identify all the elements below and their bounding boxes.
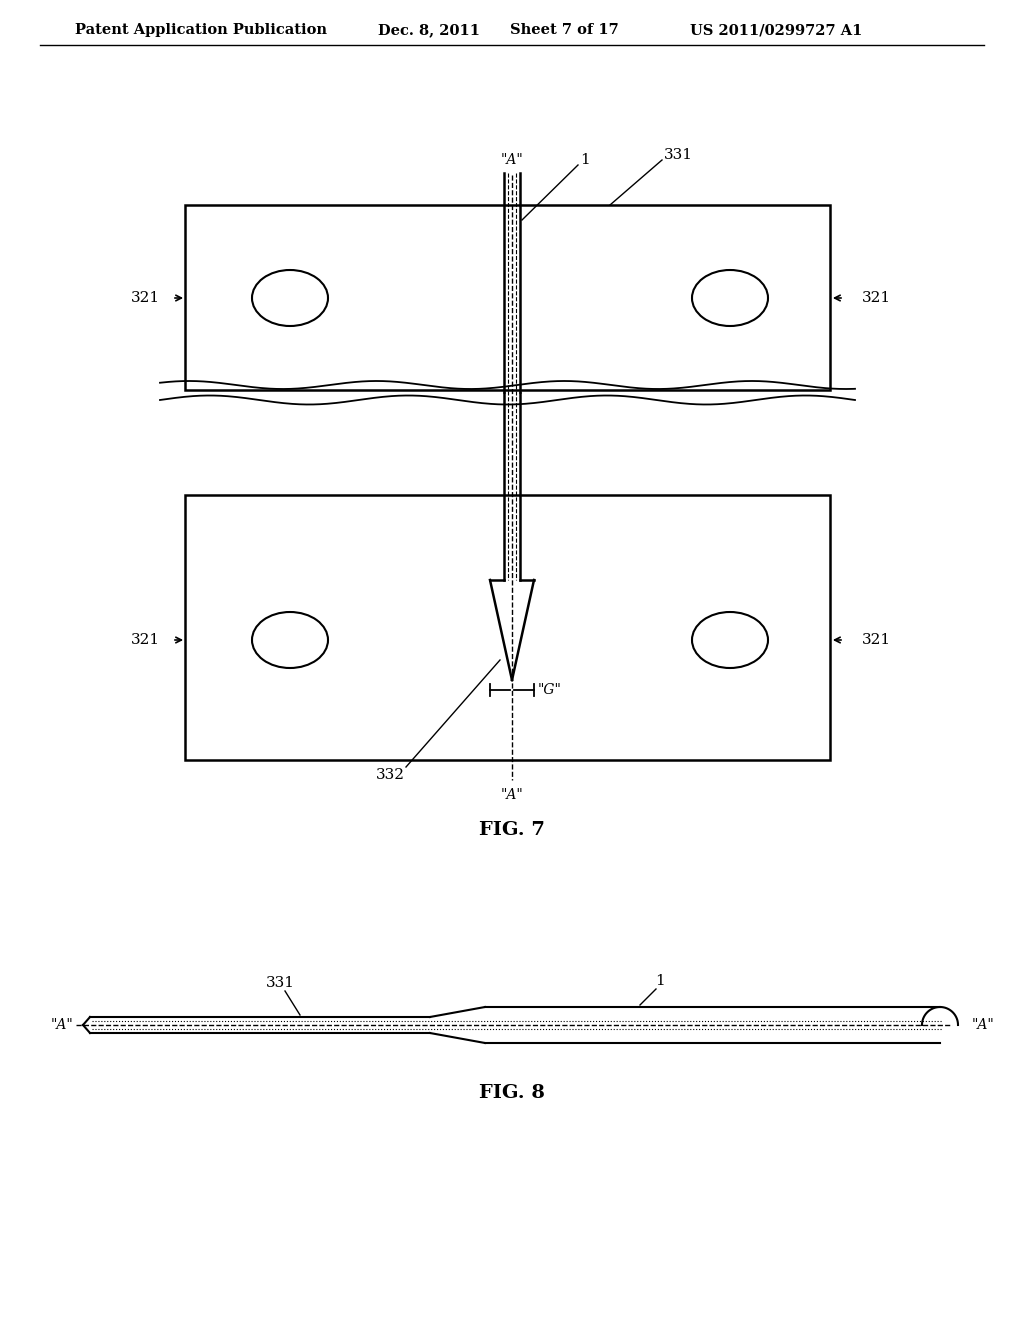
Text: FIG. 8: FIG. 8 <box>479 1084 545 1102</box>
Text: Dec. 8, 2011: Dec. 8, 2011 <box>378 22 480 37</box>
Bar <box>185 205 830 389</box>
Text: 331: 331 <box>664 148 693 162</box>
Bar <box>185 495 830 760</box>
Text: FIG. 7: FIG. 7 <box>479 821 545 840</box>
Text: "A": "A" <box>50 1018 73 1032</box>
Text: 331: 331 <box>265 975 295 990</box>
Text: Patent Application Publication: Patent Application Publication <box>75 22 327 37</box>
Text: "A": "A" <box>972 1018 994 1032</box>
Text: Sheet 7 of 17: Sheet 7 of 17 <box>510 22 618 37</box>
Text: "A": "A" <box>501 788 523 803</box>
Text: 321: 321 <box>862 290 891 305</box>
Text: 321: 321 <box>131 634 160 647</box>
Text: 1: 1 <box>655 974 665 987</box>
Text: "A": "A" <box>501 153 523 168</box>
Text: 332: 332 <box>376 768 404 781</box>
Text: "G": "G" <box>538 682 562 697</box>
Text: 321: 321 <box>131 290 160 305</box>
Text: 321: 321 <box>862 634 891 647</box>
Text: 1: 1 <box>580 153 590 168</box>
Text: US 2011/0299727 A1: US 2011/0299727 A1 <box>690 22 862 37</box>
